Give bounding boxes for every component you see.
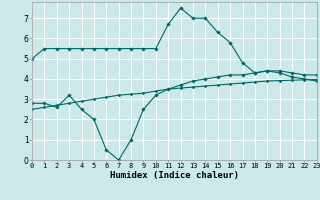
X-axis label: Humidex (Indice chaleur): Humidex (Indice chaleur): [110, 171, 239, 180]
